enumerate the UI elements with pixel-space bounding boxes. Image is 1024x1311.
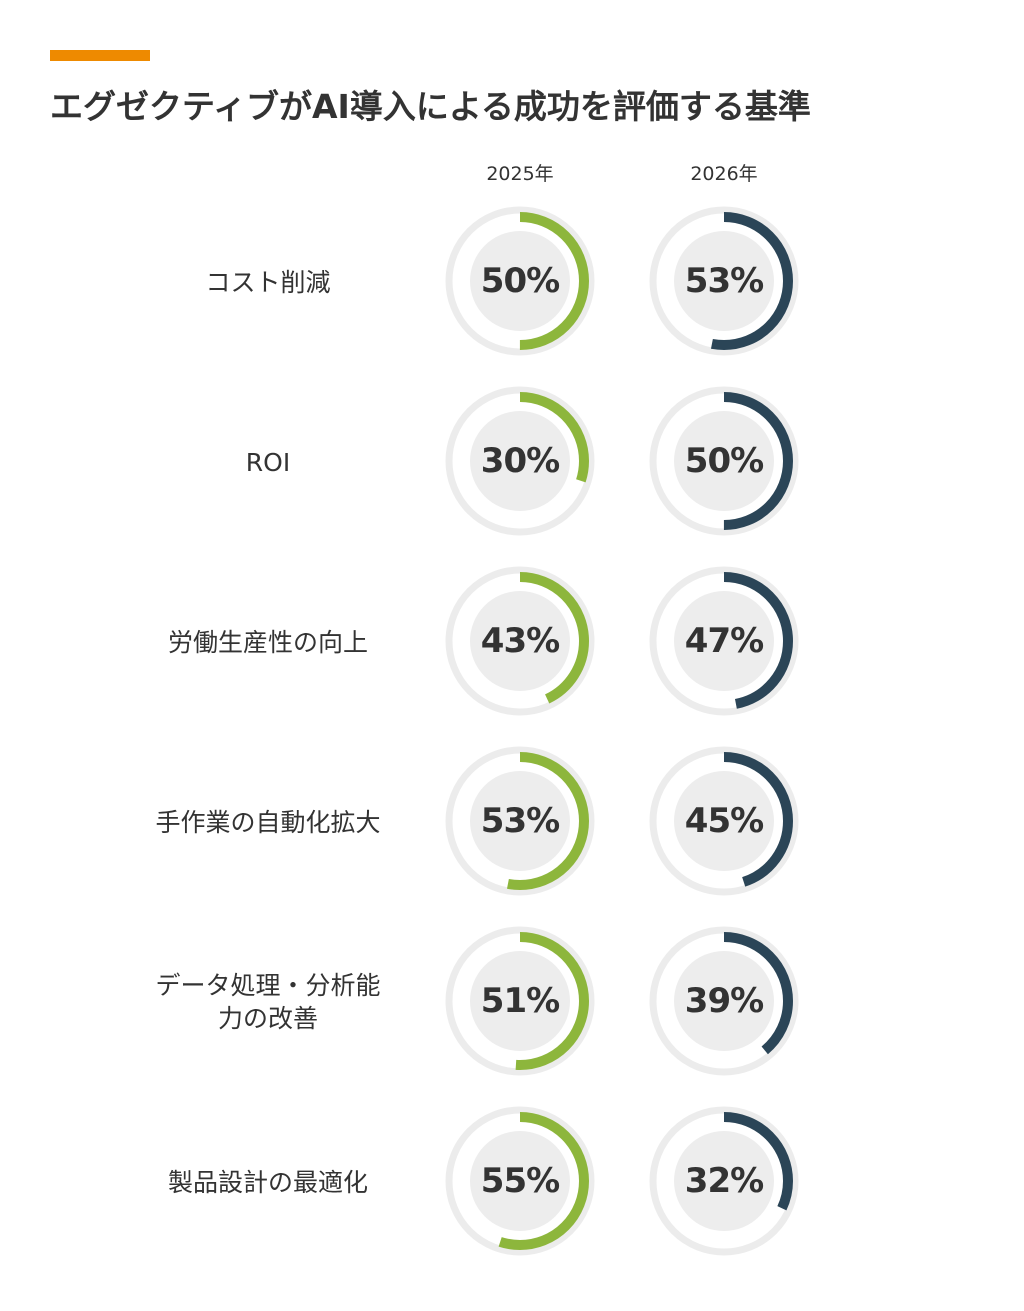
- donut-center: [674, 411, 774, 511]
- donut-value-label: 50%: [684, 441, 764, 481]
- year-label-2025: 2025年: [486, 163, 554, 185]
- year-label-2026: 2026年: [690, 163, 758, 185]
- donut-svg: [649, 386, 799, 536]
- donut-value-arc: [451, 1112, 589, 1250]
- donut-svg: [649, 206, 799, 356]
- donut-value-arc: [655, 1112, 793, 1250]
- donut-value-label: 55%: [480, 1161, 560, 1201]
- donut-2025年: 51%: [445, 926, 595, 1076]
- donut-center: [674, 231, 774, 331]
- donut-svg: [445, 566, 595, 716]
- donut-value-arc: [655, 572, 793, 710]
- donut-value-label: 43%: [480, 621, 560, 661]
- donut-track: [649, 1106, 799, 1256]
- donut-center: [470, 591, 570, 691]
- row-label-line: 手作業の自動化拡大: [155, 807, 381, 837]
- donut-track: [445, 746, 595, 896]
- donut-value-arc: [655, 392, 793, 530]
- donut-2025年: 43%: [445, 566, 595, 716]
- donut-value-arc: [451, 932, 589, 1070]
- donut-track: [649, 926, 799, 1076]
- donut-track: [445, 1106, 595, 1256]
- accent-bar: [50, 50, 150, 61]
- donut-2026年: 39%: [649, 926, 799, 1076]
- row-label-line: コスト削減: [205, 267, 331, 297]
- donut-center: [470, 1131, 570, 1231]
- donut-track: [445, 206, 595, 356]
- donut-svg: [445, 386, 595, 536]
- row-label: 製品設計の最適化: [118, 1166, 418, 1199]
- donut-2025年: 30%: [445, 386, 595, 536]
- donut-value-label: 39%: [684, 981, 764, 1021]
- donut-track: [649, 746, 799, 896]
- row-label-line: データ処理・分析能: [155, 971, 381, 1000]
- row-label: 労働生産性の向上: [118, 626, 418, 659]
- donut-track: [649, 206, 799, 356]
- row-label-line: 力の改善: [217, 1004, 318, 1033]
- donut-value-arc: [451, 392, 589, 530]
- donut-track: [445, 926, 595, 1076]
- donut-center: [470, 231, 570, 331]
- donut-value-label: 32%: [684, 1161, 764, 1201]
- donut-value-label: 45%: [684, 801, 764, 841]
- donut-track: [445, 566, 595, 716]
- donut-svg: [445, 1106, 595, 1256]
- donut-center: [674, 1131, 774, 1231]
- donut-svg: [649, 926, 799, 1076]
- donut-track: [649, 566, 799, 716]
- donut-center: [674, 771, 774, 871]
- donut-svg: [445, 206, 595, 356]
- donut-2026年: 50%: [649, 386, 799, 536]
- donut-value-arc: [451, 212, 589, 350]
- donut-value-arc: [655, 932, 793, 1070]
- row-label: 手作業の自動化拡大: [118, 806, 418, 839]
- donut-2025年: 53%: [445, 746, 595, 896]
- donut-svg: [445, 926, 595, 1076]
- donut-2025年: 50%: [445, 206, 595, 356]
- donut-track: [649, 386, 799, 536]
- row-label: コスト削減: [118, 266, 418, 299]
- donut-2026年: 47%: [649, 566, 799, 716]
- row-label-line: 製品設計の最適化: [167, 1167, 368, 1197]
- donut-svg: [649, 746, 799, 896]
- row-label: データ処理・分析能 力の改善: [118, 969, 418, 1035]
- donut-value-label: 50%: [480, 261, 560, 301]
- donut-svg: [445, 746, 595, 896]
- donut-value-arc: [655, 752, 793, 890]
- donut-center: [470, 951, 570, 1051]
- donut-value-arc: [655, 212, 793, 350]
- row-label-line: 労働生産性の向上: [167, 627, 368, 657]
- donut-2026年: 45%: [649, 746, 799, 896]
- donut-svg: [649, 566, 799, 716]
- donut-value-arc: [451, 572, 589, 710]
- donut-center: [674, 591, 774, 691]
- donut-2026年: 53%: [649, 206, 799, 356]
- donut-svg: [649, 1106, 799, 1256]
- donut-2026年: 32%: [649, 1106, 799, 1256]
- donut-value-label: 53%: [480, 801, 560, 841]
- donut-center: [470, 411, 570, 511]
- donut-track: [445, 386, 595, 536]
- row-label: ROI: [118, 446, 418, 479]
- donut-value-arc: [451, 752, 589, 890]
- donut-value-label: 30%: [480, 441, 560, 481]
- chart-title: エグゼクティブがAI導入による成功を評価する基準: [50, 87, 811, 126]
- donut-2025年: 55%: [445, 1106, 595, 1256]
- row-label-line: ROI: [245, 447, 291, 477]
- donut-value-label: 47%: [684, 621, 764, 661]
- donut-center: [470, 771, 570, 871]
- donut-value-label: 51%: [480, 981, 560, 1021]
- donut-value-label: 53%: [684, 261, 764, 301]
- donut-center: [674, 951, 774, 1051]
